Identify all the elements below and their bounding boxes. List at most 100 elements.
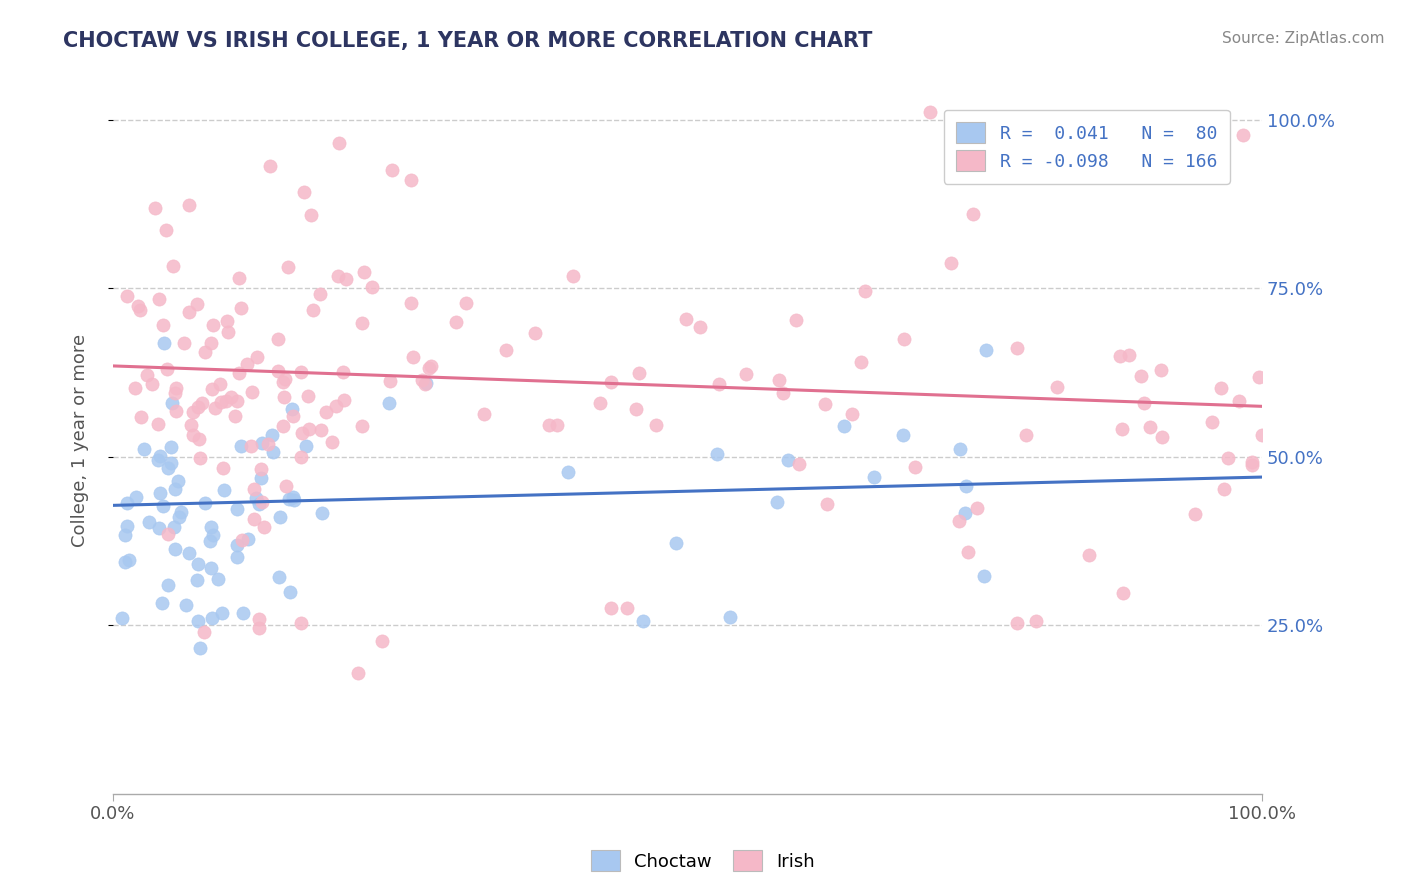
Point <box>273 375 295 389</box>
Point <box>335 272 357 286</box>
Point <box>177 305 200 319</box>
Point <box>633 615 655 629</box>
Point <box>918 105 941 120</box>
Point <box>156 362 179 376</box>
Point <box>1130 368 1153 383</box>
Point <box>766 495 789 509</box>
Point <box>114 555 136 569</box>
Point <box>212 461 235 475</box>
Point <box>115 519 138 533</box>
Point <box>1184 507 1206 521</box>
Point <box>600 375 623 389</box>
Legend: Choctaw, Irish: Choctaw, Irish <box>583 843 823 879</box>
Point <box>165 381 187 395</box>
Point <box>138 516 160 530</box>
Point <box>194 345 217 359</box>
Point <box>260 428 283 442</box>
Point <box>706 447 728 461</box>
Point <box>814 397 837 411</box>
Point <box>298 422 321 436</box>
Point <box>242 384 264 399</box>
Point <box>446 314 468 328</box>
Point <box>124 381 146 395</box>
Point <box>1241 455 1264 469</box>
Point <box>225 502 247 516</box>
Point <box>193 624 215 639</box>
Point <box>962 207 984 221</box>
Point <box>115 496 138 510</box>
Point <box>402 350 425 364</box>
Point <box>162 260 184 274</box>
Point <box>401 173 423 187</box>
Point <box>939 256 962 270</box>
Point <box>1150 430 1173 444</box>
Point <box>1078 549 1101 563</box>
Point <box>214 393 236 408</box>
Text: Source: ZipAtlas.com: Source: ZipAtlas.com <box>1222 31 1385 46</box>
Point <box>616 601 638 615</box>
Point <box>167 510 190 524</box>
Point <box>114 528 136 542</box>
Point <box>188 432 211 446</box>
Point <box>183 428 205 442</box>
Point <box>208 376 231 391</box>
Point <box>1229 394 1251 409</box>
Point <box>247 497 270 511</box>
Point <box>211 607 233 621</box>
Point <box>281 490 304 504</box>
Point <box>281 402 304 417</box>
Point <box>236 533 259 547</box>
Point <box>150 596 173 610</box>
Point <box>247 612 270 626</box>
Point <box>851 355 873 369</box>
Point <box>125 490 148 504</box>
Point <box>202 528 225 542</box>
Point <box>718 609 741 624</box>
Point <box>537 417 560 432</box>
Point <box>600 600 623 615</box>
Point <box>311 506 333 520</box>
Point <box>401 296 423 310</box>
Point <box>163 542 186 557</box>
Point <box>249 471 271 485</box>
Point <box>299 208 322 222</box>
Point <box>325 399 347 413</box>
Point <box>735 367 758 381</box>
Point <box>152 318 174 332</box>
Point <box>127 299 149 313</box>
Point <box>291 426 314 441</box>
Point <box>332 365 354 379</box>
Point <box>1232 128 1254 143</box>
Point <box>295 439 318 453</box>
Point <box>231 439 253 453</box>
Point <box>381 162 404 177</box>
Point <box>562 269 585 284</box>
Point <box>243 511 266 525</box>
Point <box>956 545 979 559</box>
Point <box>180 417 202 432</box>
Point <box>350 316 373 330</box>
Point <box>370 633 392 648</box>
Point <box>276 479 298 493</box>
Point <box>135 368 157 382</box>
Point <box>242 482 264 496</box>
Point <box>267 332 290 346</box>
Point <box>361 280 384 294</box>
Point <box>1118 347 1140 361</box>
Point <box>948 514 970 528</box>
Point <box>188 640 211 655</box>
Point <box>141 377 163 392</box>
Point <box>274 372 297 386</box>
Point <box>259 159 281 173</box>
Point <box>709 376 731 391</box>
Point <box>157 578 180 592</box>
Point <box>194 496 217 510</box>
Point <box>200 519 222 533</box>
Point <box>776 453 799 467</box>
Point <box>309 287 332 301</box>
Point <box>1111 422 1133 436</box>
Point <box>853 284 876 298</box>
Point <box>953 506 976 520</box>
Point <box>186 297 208 311</box>
Point <box>1133 396 1156 410</box>
